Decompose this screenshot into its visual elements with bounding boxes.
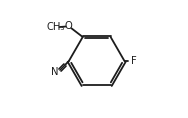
- Text: O: O: [65, 21, 73, 31]
- Text: CH₃: CH₃: [47, 22, 65, 32]
- Text: N: N: [51, 67, 58, 77]
- Text: F: F: [131, 56, 137, 66]
